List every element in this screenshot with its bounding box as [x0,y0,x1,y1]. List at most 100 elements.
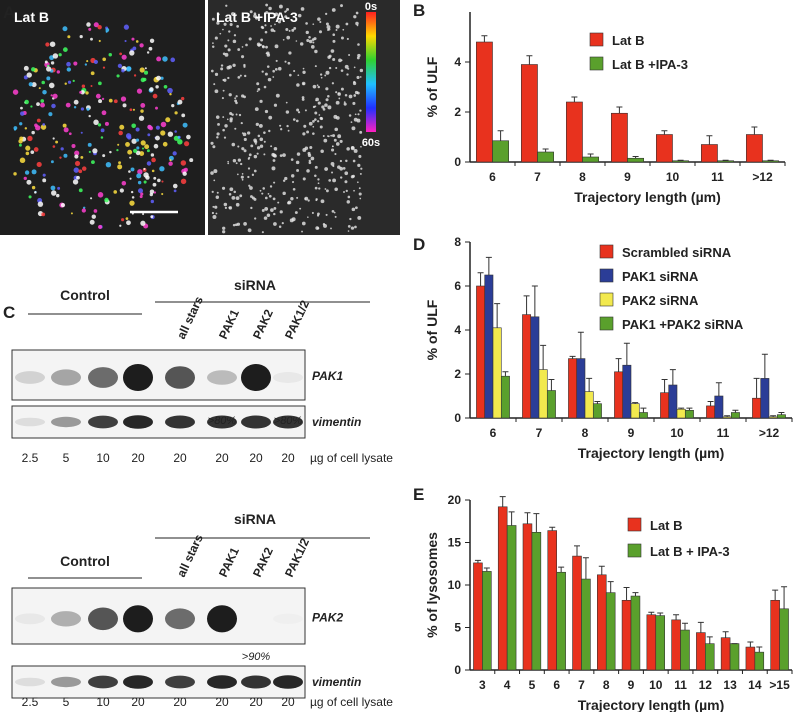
punctum [253,12,257,15]
punctum [101,97,105,101]
band [123,363,153,392]
punctum [231,195,236,200]
punctum [97,224,103,230]
punctum [241,46,244,48]
punctum [41,212,46,217]
punctum [49,41,56,47]
punctum [302,132,306,136]
punctum [264,207,269,211]
punctum [162,56,168,62]
punctum [127,135,132,140]
punctum [222,128,225,132]
punctum [332,134,336,138]
punctum [127,149,133,155]
punctum [89,219,95,225]
punctum [211,211,215,215]
error-bar [540,344,547,370]
punctum [214,89,219,94]
punctum [60,202,66,208]
punctum [297,111,301,114]
punctum [301,230,303,233]
punctum [131,37,135,41]
punctum [131,138,137,144]
error-bar [751,126,758,135]
punctum [357,163,361,168]
protein-label: PAK2 [312,611,343,625]
punctum [36,118,41,123]
punctum [285,101,288,104]
punctum [264,72,268,76]
punctum [324,103,328,107]
band [88,675,118,689]
punctum [325,213,328,216]
punctum [270,28,275,32]
punctum [142,213,145,216]
punctum [167,131,174,137]
punctum [149,38,155,43]
punctum [222,116,225,118]
punctum [169,159,172,162]
punctum [153,176,157,180]
error-bar [772,589,779,601]
error-bar [657,612,664,616]
protein-label: vimentin [312,415,361,429]
legend-label: Lat B +IPA-3 [612,57,688,72]
punctum [229,112,233,116]
punctum [216,132,220,136]
x-tick-label: 10 [670,426,684,440]
punctum [24,127,28,130]
punctum [331,82,335,85]
punctum [31,185,36,190]
punctum [335,67,338,70]
punctum [215,195,220,199]
band [165,415,195,429]
punctum [339,176,343,179]
punctum [149,189,155,194]
punctum [20,111,25,116]
error-bar [732,409,739,413]
punctum [348,94,353,99]
punctum [117,63,123,68]
amount-label: 20 [215,695,229,709]
amount-label: 20 [131,695,145,709]
punctum [284,176,288,181]
punctum [100,128,105,133]
punctum [286,124,289,128]
punctum [254,107,259,112]
panel-letter: A [3,3,15,22]
punctum [116,149,119,152]
punctum [86,60,89,63]
band [15,677,45,687]
punctum [171,104,175,108]
punctum [173,189,177,193]
punctum [71,144,76,149]
punctum [299,207,302,210]
punctum [312,23,315,25]
punctum [167,87,173,94]
band [165,608,195,630]
punctum [330,134,333,137]
error-bar [640,407,647,413]
punctum [272,197,276,201]
punctum [317,101,321,105]
punctum [237,48,241,51]
bar [484,274,494,419]
error-bar [715,382,722,396]
error-bar [697,621,704,633]
punctum [322,135,325,137]
punctum [343,101,346,104]
punctum [285,28,289,32]
x-tick-label: 9 [628,678,635,692]
punctum [155,106,158,110]
punctum [226,118,229,121]
punctum [325,98,329,102]
punctum [274,68,278,71]
punctum [302,67,305,70]
punctum [264,109,269,114]
punctum [113,190,118,194]
punctum [247,157,250,160]
punctum [317,182,320,185]
punctum [320,76,323,79]
punctum [78,169,83,174]
punctum [324,167,329,171]
